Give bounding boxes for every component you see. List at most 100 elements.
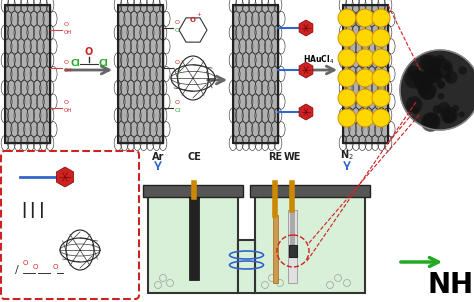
- Circle shape: [400, 50, 474, 130]
- Text: Cl: Cl: [98, 59, 108, 69]
- Circle shape: [338, 49, 356, 67]
- Bar: [343, 5, 388, 143]
- Circle shape: [356, 29, 374, 47]
- Circle shape: [418, 81, 437, 100]
- Circle shape: [421, 112, 440, 132]
- Circle shape: [443, 115, 450, 122]
- Circle shape: [356, 109, 374, 127]
- Circle shape: [408, 66, 419, 78]
- Circle shape: [419, 70, 435, 86]
- Circle shape: [372, 89, 390, 107]
- Text: +: +: [196, 12, 201, 17]
- Circle shape: [438, 82, 445, 88]
- Bar: [289, 245, 297, 257]
- Text: O: O: [175, 60, 180, 66]
- Circle shape: [415, 76, 431, 92]
- Circle shape: [356, 69, 374, 87]
- Circle shape: [421, 55, 439, 73]
- Bar: [273, 215, 278, 283]
- Circle shape: [356, 9, 374, 27]
- Circle shape: [338, 29, 356, 47]
- Text: OH: OH: [64, 68, 73, 72]
- Circle shape: [423, 68, 437, 82]
- Circle shape: [435, 55, 445, 64]
- Text: O: O: [64, 101, 69, 105]
- Bar: [250, 185, 370, 197]
- Text: NH$_3$: NH$_3$: [427, 270, 474, 300]
- Circle shape: [452, 105, 459, 112]
- Circle shape: [338, 109, 356, 127]
- Circle shape: [410, 70, 421, 82]
- Bar: [290, 210, 295, 258]
- Text: Cl: Cl: [70, 59, 80, 69]
- Circle shape: [420, 83, 436, 99]
- Text: Cl: Cl: [175, 68, 181, 72]
- Bar: [233, 5, 278, 143]
- Circle shape: [458, 111, 465, 117]
- Bar: [238, 240, 255, 293]
- Text: O: O: [52, 264, 58, 270]
- Bar: [118, 5, 163, 143]
- Bar: [143, 185, 243, 197]
- Bar: [5, 5, 50, 143]
- Circle shape: [372, 49, 390, 67]
- Circle shape: [438, 102, 451, 115]
- Text: O: O: [190, 17, 196, 23]
- Text: O: O: [64, 60, 69, 66]
- Circle shape: [433, 59, 453, 78]
- Circle shape: [406, 96, 422, 113]
- Circle shape: [338, 9, 356, 27]
- Text: OH: OH: [64, 108, 73, 113]
- Text: O: O: [64, 23, 69, 27]
- Circle shape: [424, 66, 441, 83]
- Circle shape: [372, 69, 390, 87]
- Bar: [288, 210, 297, 283]
- Circle shape: [338, 69, 356, 87]
- Text: Cl: Cl: [175, 27, 181, 33]
- Circle shape: [440, 107, 458, 124]
- Circle shape: [443, 63, 451, 71]
- Text: Ar: Ar: [152, 152, 164, 162]
- Text: O: O: [22, 260, 27, 266]
- Text: O: O: [85, 47, 93, 57]
- FancyBboxPatch shape: [1, 151, 139, 299]
- Text: O: O: [32, 264, 38, 270]
- Circle shape: [412, 107, 419, 114]
- Circle shape: [338, 89, 356, 107]
- Circle shape: [433, 105, 441, 114]
- Circle shape: [438, 93, 444, 100]
- Circle shape: [444, 64, 451, 71]
- Text: /: /: [15, 265, 19, 275]
- Circle shape: [428, 69, 443, 83]
- Bar: [5, 5, 50, 143]
- Bar: [189, 197, 199, 280]
- Circle shape: [436, 80, 445, 89]
- Text: RE: RE: [268, 152, 282, 162]
- Text: |||: |||: [19, 202, 46, 218]
- Bar: [255, 195, 365, 293]
- Circle shape: [356, 89, 374, 107]
- Text: HAuCl$_4$: HAuCl$_4$: [303, 54, 335, 66]
- Text: O: O: [175, 21, 180, 25]
- Bar: [118, 5, 163, 143]
- Circle shape: [356, 49, 374, 67]
- Circle shape: [443, 110, 456, 123]
- Circle shape: [372, 29, 390, 47]
- Circle shape: [372, 9, 390, 27]
- Text: Cl: Cl: [175, 108, 181, 113]
- Bar: [148, 195, 238, 293]
- Text: O: O: [175, 101, 180, 105]
- Text: N$_2$: N$_2$: [340, 148, 354, 162]
- Circle shape: [372, 109, 390, 127]
- Circle shape: [445, 75, 452, 82]
- Circle shape: [418, 85, 428, 95]
- Bar: [343, 5, 388, 143]
- Circle shape: [445, 71, 458, 84]
- Circle shape: [404, 69, 424, 88]
- Circle shape: [423, 113, 439, 129]
- Circle shape: [412, 70, 425, 83]
- Text: WE: WE: [283, 152, 301, 162]
- Circle shape: [458, 66, 467, 75]
- Circle shape: [429, 58, 442, 71]
- Circle shape: [419, 55, 435, 70]
